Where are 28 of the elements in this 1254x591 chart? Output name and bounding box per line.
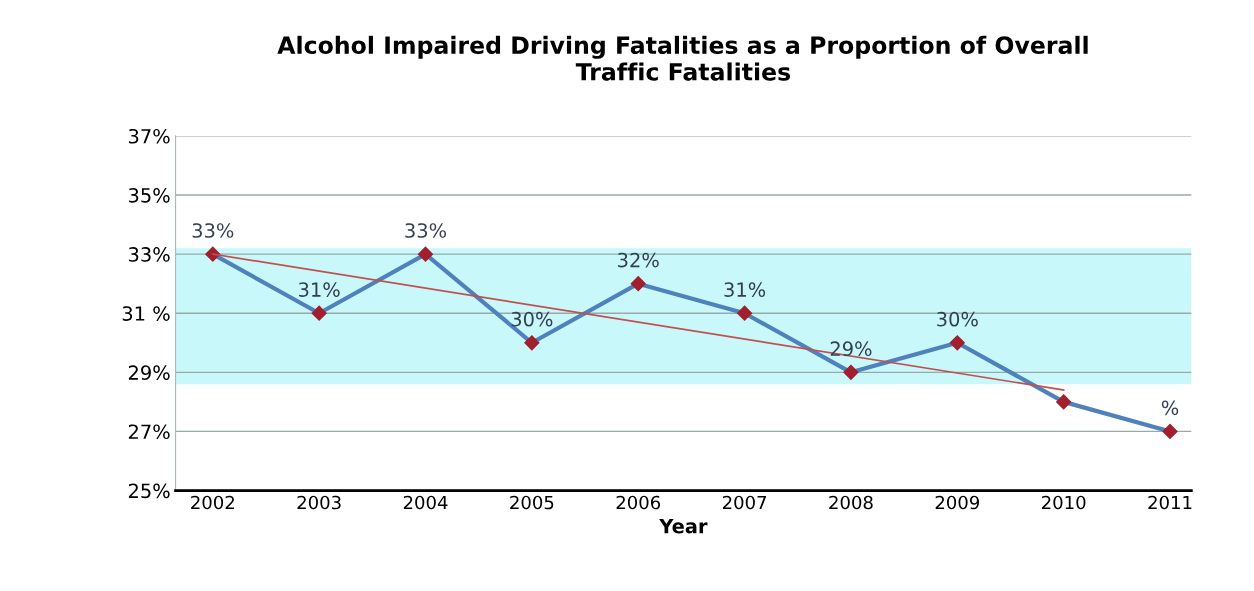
y-tick-label: 27% xyxy=(128,424,170,440)
y-tick-label: 33% xyxy=(128,247,170,262)
data-label: 31% xyxy=(724,282,766,297)
data-label: 29% xyxy=(830,341,872,357)
data-label: 31% xyxy=(299,282,340,297)
x-tick-label: 2009 xyxy=(935,495,980,510)
x-tick-label: 2006 xyxy=(616,495,661,510)
x-axis-title: Year xyxy=(659,519,708,534)
y-tick-label: 35% xyxy=(128,187,170,203)
x-tick-label: 2004 xyxy=(403,495,448,510)
x-tick-label: 2011 xyxy=(1148,495,1192,510)
chart-title: Alcohol Impaired Driving Fatalities as a Proportion of Overall Traffic Fatalities xyxy=(277,35,1088,81)
data-label: 33% xyxy=(405,223,447,238)
data-label: 30% xyxy=(937,311,978,327)
x-tick-label: 2010 xyxy=(1042,495,1086,510)
x-tick-label: 2005 xyxy=(510,495,554,510)
y-tick-label: 25% xyxy=(128,483,170,499)
y-tick-label: 31 % xyxy=(122,306,170,321)
x-tick-label: 2003 xyxy=(297,495,341,510)
data-label: 32% xyxy=(618,252,659,268)
x-tick-label: 2008 xyxy=(829,495,873,510)
x-tick-label: 2002 xyxy=(191,495,234,510)
x-tick-label: 2007 xyxy=(722,495,767,510)
y-tick-label: 37% xyxy=(128,128,170,144)
data-label: % xyxy=(1161,400,1179,416)
data-label: 33% xyxy=(192,223,234,238)
data-label: 30% xyxy=(511,311,553,327)
y-tick-label: 29% xyxy=(128,365,170,380)
